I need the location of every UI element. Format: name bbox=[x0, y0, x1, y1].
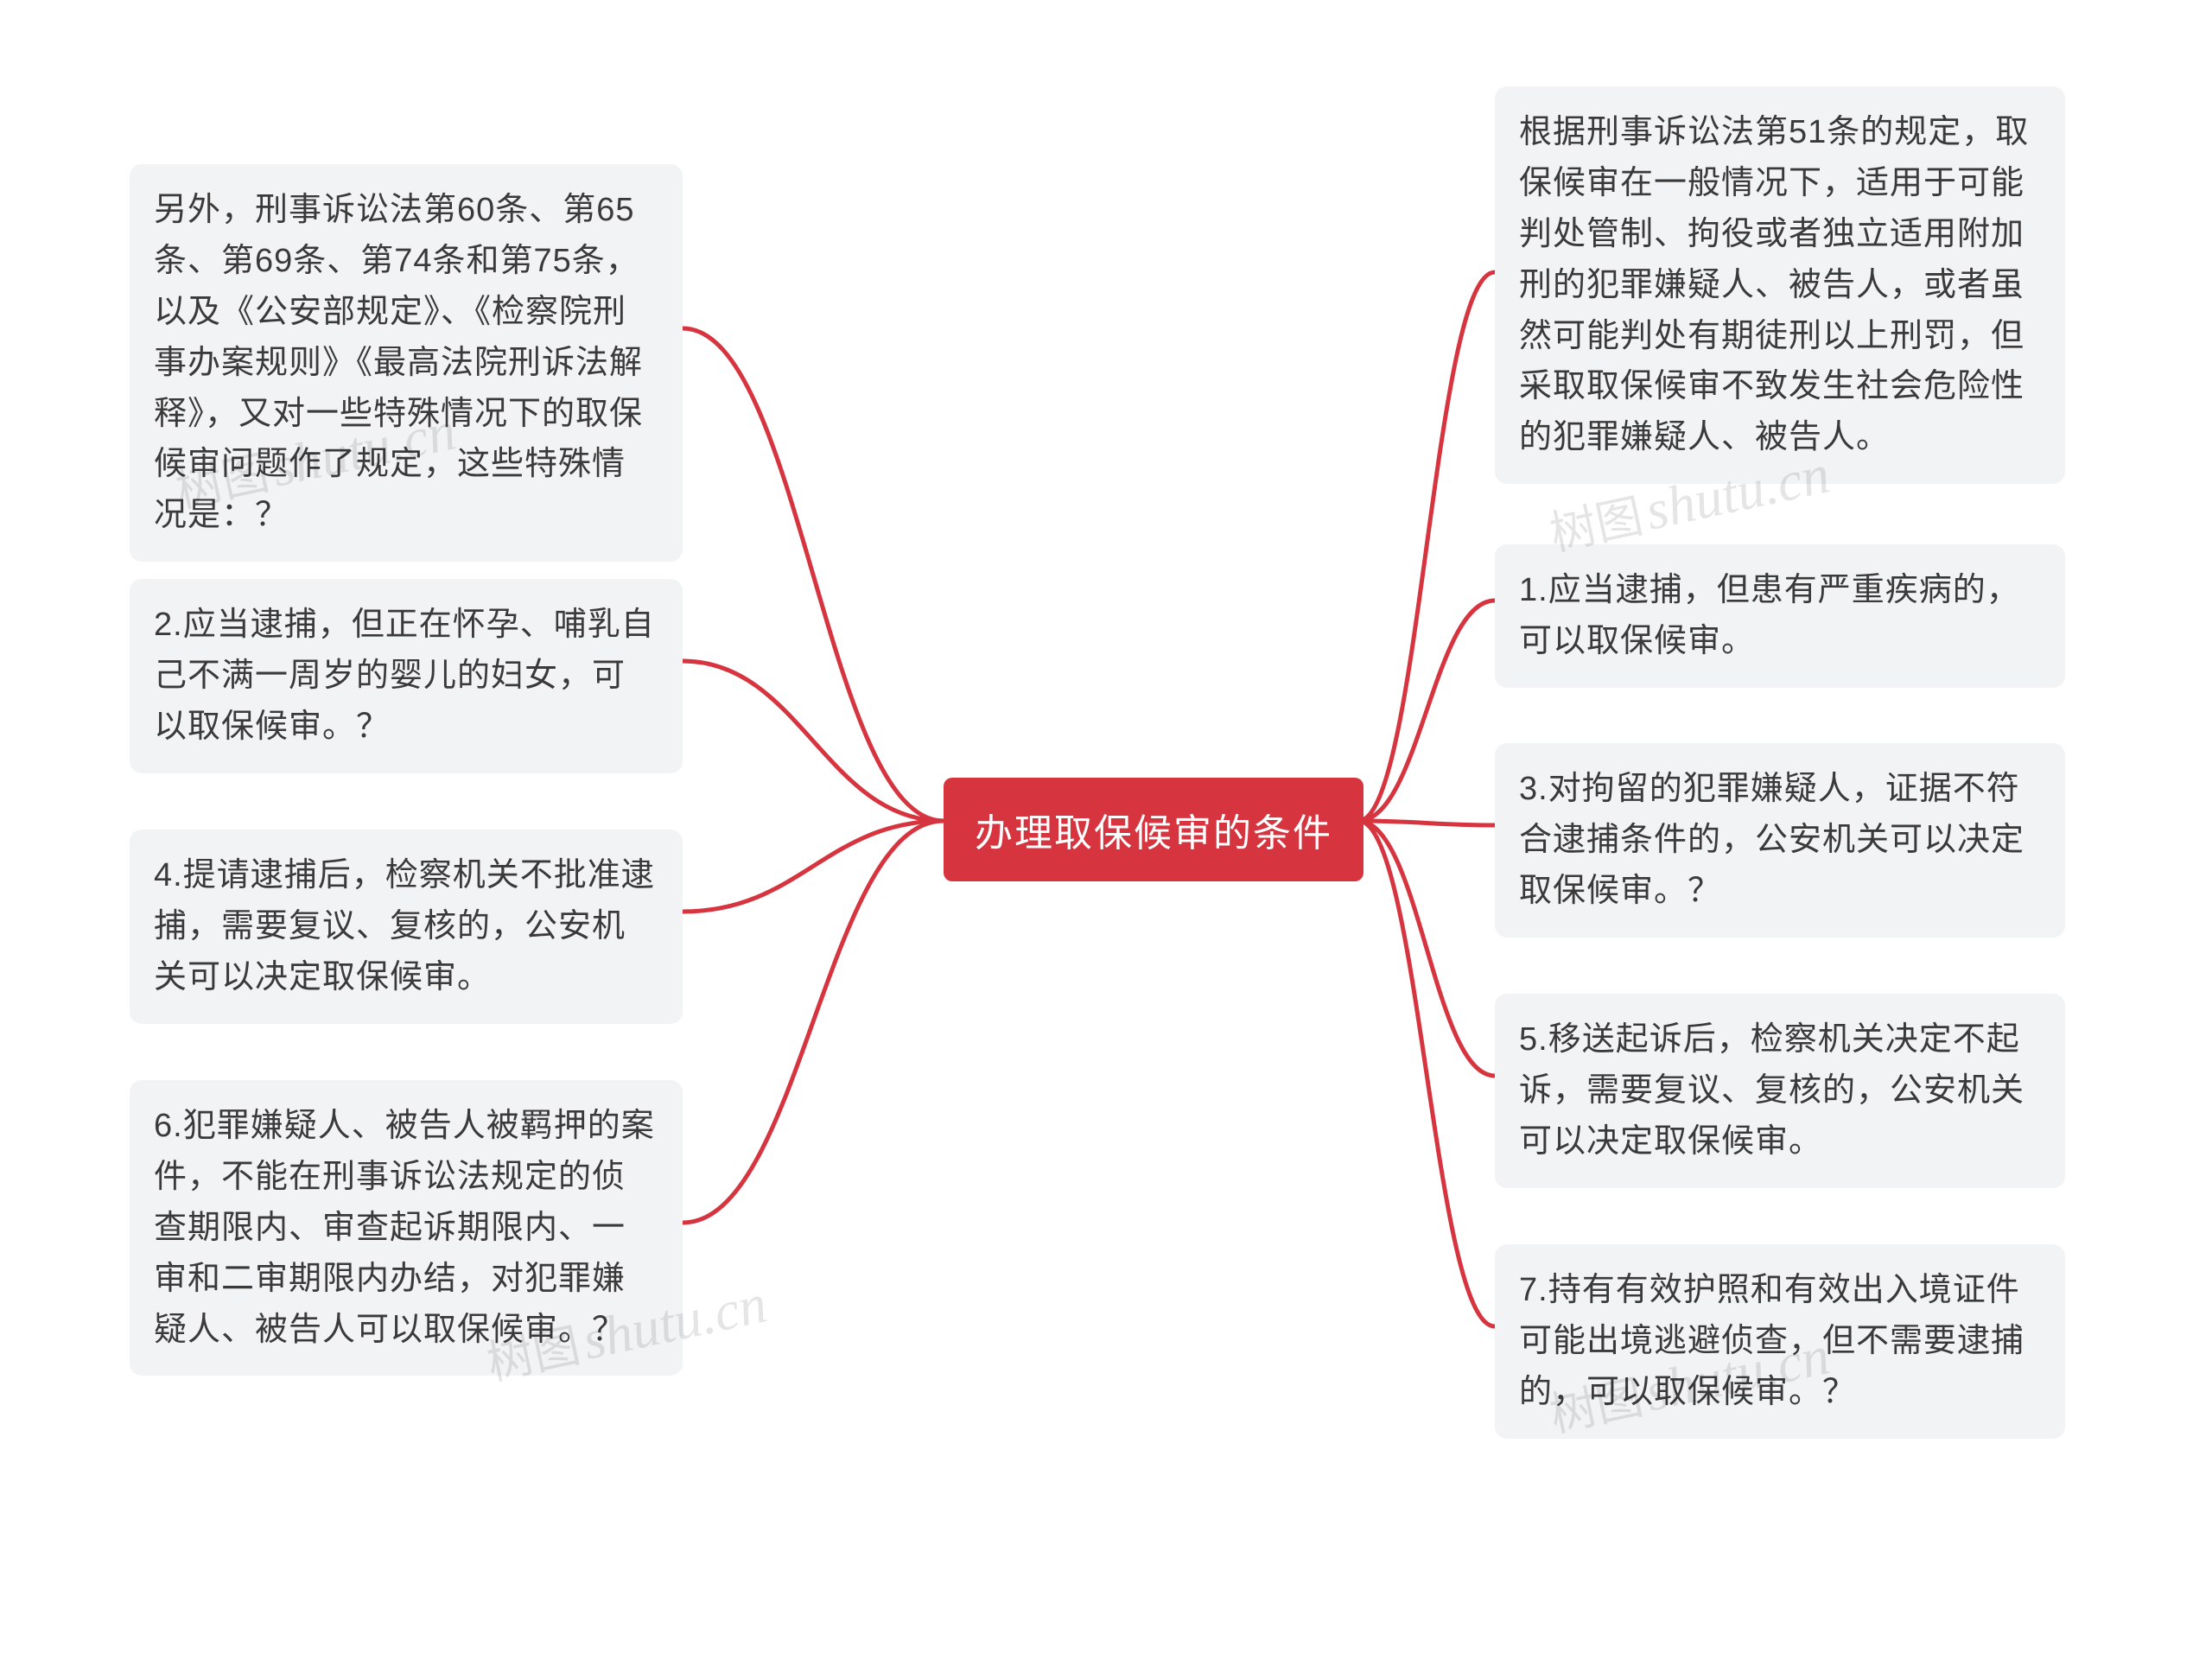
node-label: 6.犯罪嫌疑人、被告人被羁押的案件，不能在刑事诉讼法规定的侦查期限内、审查起诉期… bbox=[154, 1108, 655, 1348]
node-label: 3.对拘留的犯罪嫌疑人，证据不符合逮捕条件的，公安机关可以决定取保候审。？ bbox=[1519, 771, 2024, 909]
node-label: 5.移送起诉后，检察机关决定不起诉，需要复议、复核的，公安机关可以决定取保候审。 bbox=[1519, 1021, 2024, 1160]
mindmap-node-R3: 3.对拘留的犯罪嫌疑人，证据不符合逮捕条件的，公安机关可以决定取保候审。？ bbox=[1495, 743, 2065, 938]
mindmap-node-R4: 5.移送起诉后，检察机关决定不起诉，需要复议、复核的，公安机关可以决定取保候审。 bbox=[1495, 994, 2065, 1188]
node-label: 4.提请逮捕后，检察机关不批准逮捕，需要复议、复核的，公安机关可以决定取保候审。 bbox=[154, 857, 655, 995]
mindmap-center: 办理取保候审的条件 bbox=[944, 778, 1363, 881]
mindmap-node-R1: 根据刑事诉讼法第51条的规定，取保候审在一般情况下，适用于可能判处管制、拘役或者… bbox=[1495, 86, 2065, 484]
mindmap-node-L4: 6.犯罪嫌疑人、被告人被羁押的案件，不能在刑事诉讼法规定的侦查期限内、审查起诉期… bbox=[130, 1080, 683, 1376]
center-label: 办理取保候审的条件 bbox=[975, 812, 1332, 855]
node-label: 7.持有有效护照和有效出入境证件可能出境逃避侦查，但不需要逮捕的，可以取保候审。… bbox=[1519, 1272, 2024, 1410]
mindmap-node-L3: 4.提请逮捕后，检察机关不批准逮捕，需要复议、复核的，公安机关可以决定取保候审。 bbox=[130, 830, 683, 1024]
mindmap-node-R2: 1.应当逮捕，但患有严重疾病的，可以取保候审。 bbox=[1495, 544, 2065, 688]
node-label: 2.应当逮捕，但正在怀孕、哺乳自己不满一周岁的婴儿的妇女，可以取保候审。？ bbox=[154, 607, 655, 745]
mindmap-node-L1: 另外，刑事诉讼法第60条、第65条、第69条、第74条和第75条，以及《公安部规… bbox=[130, 164, 683, 562]
node-label: 根据刑事诉讼法第51条的规定，取保候审在一般情况下，适用于可能判处管制、拘役或者… bbox=[1519, 114, 2029, 455]
mindmap-node-R5: 7.持有有效护照和有效出入境证件可能出境逃避侦查，但不需要逮捕的，可以取保候审。… bbox=[1495, 1244, 2065, 1439]
node-label: 另外，刑事诉讼法第60条、第65条、第69条、第74条和第75条，以及《公安部规… bbox=[154, 192, 643, 533]
mindmap-node-L2: 2.应当逮捕，但正在怀孕、哺乳自己不满一周岁的婴儿的妇女，可以取保候审。？ bbox=[130, 579, 683, 773]
node-label: 1.应当逮捕，但患有严重疾病的，可以取保候审。 bbox=[1519, 572, 2020, 659]
